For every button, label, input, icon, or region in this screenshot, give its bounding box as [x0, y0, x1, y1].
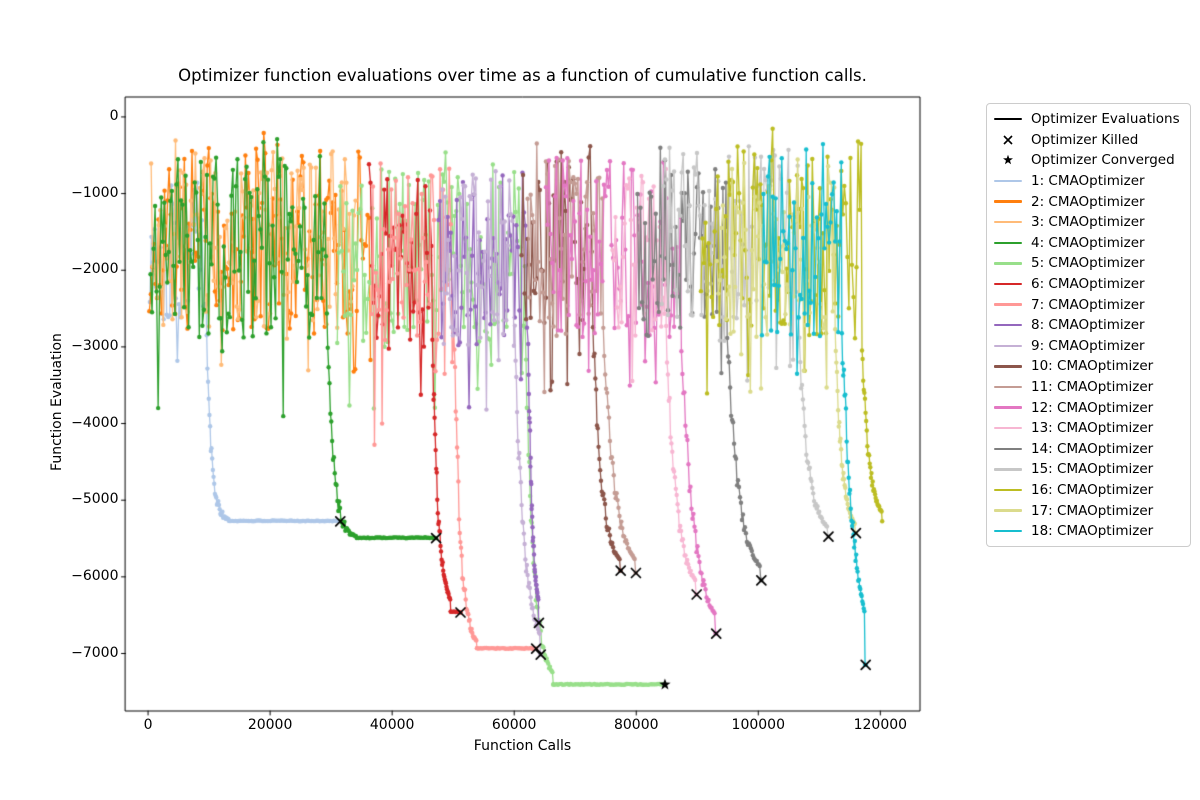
legend-item-series-4: 4: CMAOptimizer: [994, 233, 1183, 254]
legend-item-series-17: 17: CMAOptimizer: [994, 500, 1183, 521]
legend-item-series-18: 18: CMAOptimizer: [994, 521, 1183, 542]
legend-item-series-5-label: 5: CMAOptimizer: [1031, 255, 1145, 272]
x-tick-label-0: 0: [143, 717, 153, 733]
legend-line-swatch: [994, 221, 1022, 224]
legend-item-series-7: 7: CMAOptimizer: [994, 294, 1183, 315]
legend-item-series-2-label: 2: CMAOptimizer: [1031, 193, 1145, 210]
x-tick-label-40000: 40000: [369, 717, 415, 733]
legend-item-series-3-label: 3: CMAOptimizer: [1031, 214, 1145, 231]
legend-line-swatch: [994, 303, 1022, 306]
legend-item-series-3: 3: CMAOptimizer: [994, 212, 1183, 233]
legend-item-series-1: 1: CMAOptimizer: [994, 171, 1183, 192]
legend-item-series-6-label: 6: CMAOptimizer: [1031, 276, 1145, 293]
legend-item-series-15: 15: CMAOptimizer: [994, 459, 1183, 480]
legend-line-swatch: [994, 447, 1022, 450]
legend-item-static-1-label: Optimizer Killed: [1031, 131, 1139, 148]
x-tick-label-80000: 80000: [613, 717, 659, 733]
legend-line-swatch: [994, 262, 1022, 265]
y-tick-label-−6000: −6000: [71, 567, 119, 584]
legend-line-swatch: [994, 179, 1022, 183]
x-marker-icon: [1003, 135, 1013, 145]
legend-item-static-1: Optimizer Killed: [994, 130, 1183, 151]
legend-item-series-16: 16: CMAOptimizer: [994, 480, 1183, 501]
y-tick-label-−2000: −2000: [71, 261, 119, 278]
y-tick-label-0: 0: [109, 107, 119, 124]
legend-item-series-14-label: 14: CMAOptimizer: [1031, 440, 1154, 457]
legend-item-series-2: 2: CMAOptimizer: [994, 191, 1183, 212]
legend-line-swatch: [994, 468, 1022, 471]
legend-line-swatch: [994, 365, 1022, 368]
legend-line-swatch: [994, 344, 1022, 348]
legend-item-static-0: Optimizer Evaluations: [994, 109, 1183, 130]
legend-line-swatch: [994, 282, 1022, 286]
legend-item-series-11: 11: CMAOptimizer: [994, 377, 1183, 398]
legend-line-swatch: [994, 406, 1022, 409]
legend-item-series-13: 13: CMAOptimizer: [994, 418, 1183, 439]
chart-title: Optimizer function evaluations over time…: [178, 66, 867, 85]
y-axis-label: Function Evaluation: [49, 333, 65, 471]
legend-item-series-13-label: 13: CMAOptimizer: [1031, 420, 1154, 437]
x-tick-label-20000: 20000: [247, 717, 293, 733]
legend-item-series-12-label: 12: CMAOptimizer: [1031, 399, 1154, 416]
star-marker-icon: [1003, 155, 1013, 165]
legend-item-series-12: 12: CMAOptimizer: [994, 397, 1183, 418]
legend-item-series-18-label: 18: CMAOptimizer: [1031, 523, 1154, 540]
legend-line-swatch: [994, 324, 1022, 327]
legend-line-swatch: [994, 118, 1022, 121]
legend-item-series-1-label: 1: CMAOptimizer: [1031, 173, 1145, 190]
legend-item-static-2-label: Optimizer Converged: [1031, 152, 1175, 169]
y-tick-label-−5000: −5000: [71, 491, 119, 508]
legend-item-series-10: 10: CMAOptimizer: [994, 356, 1183, 377]
x-tick-label-120000: 120000: [853, 717, 908, 733]
legend-line-swatch: [994, 509, 1022, 512]
x-tick-label-100000: 100000: [731, 717, 785, 733]
legend: Optimizer Evaluations Optimizer Killed Opt…: [986, 103, 1191, 548]
legend-item-series-9-label: 9: CMAOptimizer: [1031, 337, 1145, 354]
legend-item-static-2: Optimizer Converged: [994, 150, 1183, 171]
legend-item-series-11-label: 11: CMAOptimizer: [1031, 379, 1154, 396]
legend-line-swatch: [994, 529, 1022, 533]
x-tick-label-60000: 60000: [491, 717, 537, 733]
legend-item-series-7-label: 7: CMAOptimizer: [1031, 296, 1145, 313]
legend-item-series-6: 6: CMAOptimizer: [994, 274, 1183, 295]
y-tick-label-−3000: −3000: [71, 337, 119, 354]
legend-item-series-8-label: 8: CMAOptimizer: [1031, 317, 1145, 334]
legend-line-swatch: [994, 200, 1022, 203]
legend-item-series-15-label: 15: CMAOptimizer: [1031, 461, 1154, 478]
legend-item-series-10-label: 10: CMAOptimizer: [1031, 358, 1154, 375]
legend-item-series-9: 9: CMAOptimizer: [994, 336, 1183, 357]
legend-item-series-4-label: 4: CMAOptimizer: [1031, 234, 1145, 251]
y-tick-label-−1000: −1000: [71, 184, 119, 201]
legend-line-swatch: [994, 241, 1022, 245]
legend-line-swatch: [994, 385, 1022, 389]
legend-item-series-8: 8: CMAOptimizer: [994, 315, 1183, 336]
legend-line-swatch: [994, 427, 1022, 430]
y-tick-label-−7000: −7000: [71, 644, 119, 661]
legend-item-series-5: 5: CMAOptimizer: [994, 253, 1183, 274]
legend-item-static-0-label: Optimizer Evaluations: [1031, 111, 1180, 128]
legend-item-series-16-label: 16: CMAOptimizer: [1031, 481, 1154, 498]
y-tick-label-−4000: −4000: [71, 414, 119, 431]
legend-item-series-17-label: 17: CMAOptimizer: [1031, 502, 1154, 519]
x-axis-label: Function Calls: [473, 738, 572, 754]
legend-item-series-14: 14: CMAOptimizer: [994, 439, 1183, 460]
legend-line-swatch: [994, 488, 1022, 492]
